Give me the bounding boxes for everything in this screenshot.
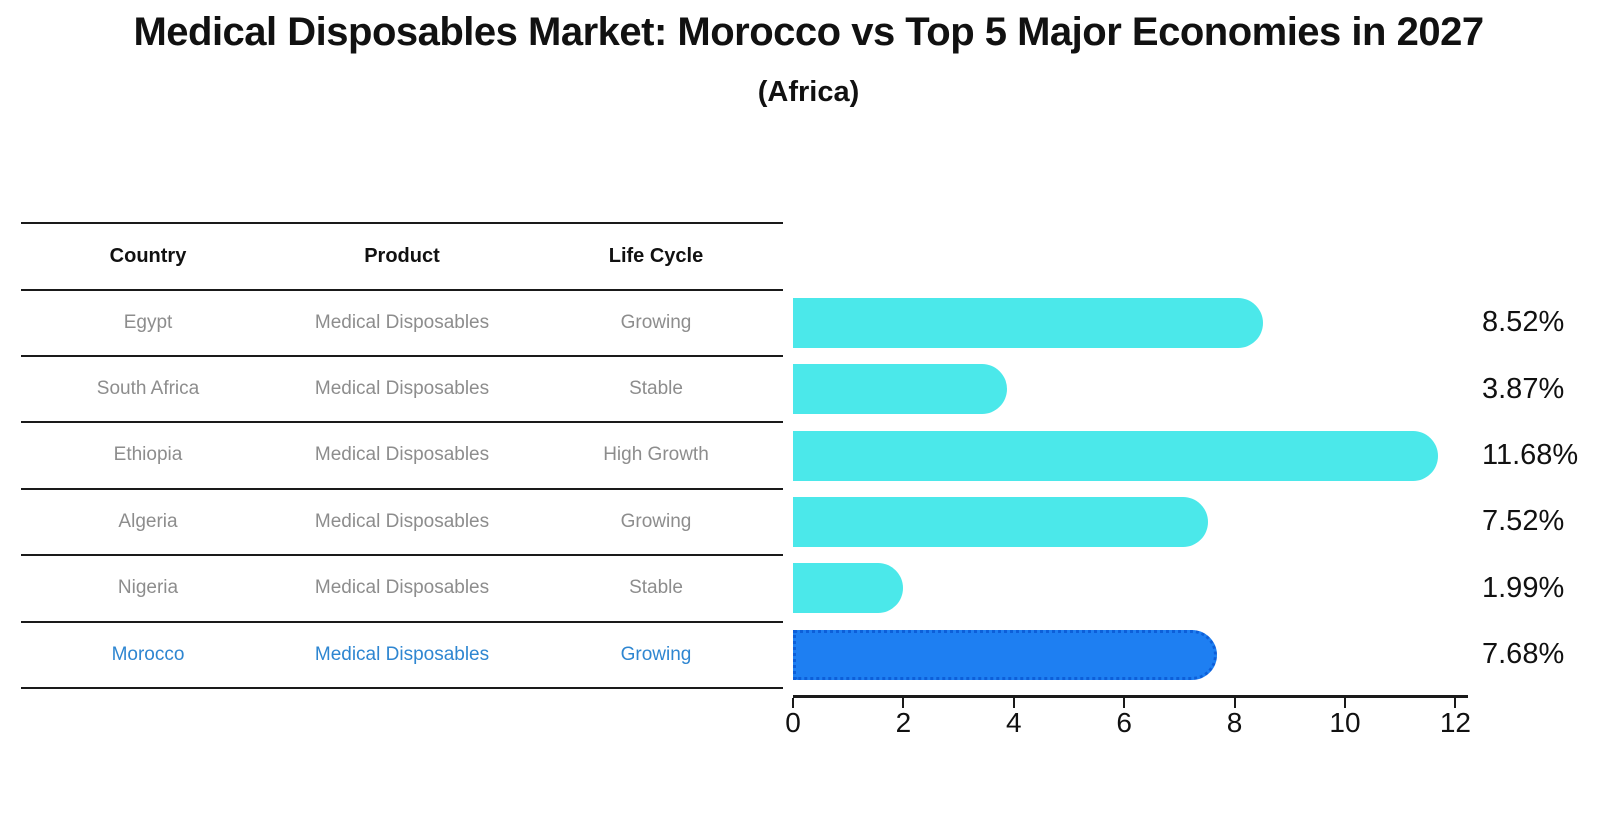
- table-row-divider: [21, 554, 783, 557]
- cell-product: Medical Disposables: [314, 577, 490, 599]
- cell-life-cycle: Growing: [620, 311, 692, 333]
- bar-value-label: 3.87%: [1482, 372, 1565, 405]
- x-axis-tick-label: 6: [1116, 707, 1132, 738]
- table-row-divider: [21, 487, 783, 490]
- x-axis-tick-label: 10: [1329, 707, 1361, 738]
- x-axis-tick-label: 8: [1226, 707, 1243, 738]
- bar-value-label: 11.68%: [1482, 438, 1579, 471]
- table-row-divider: [21, 421, 783, 424]
- table-row: Algeria Medical Disposables Growing: [21, 489, 783, 555]
- table-row: Egypt Medical Disposables Growing: [21, 290, 783, 356]
- table-row: Morocco Medical Disposables Growing: [21, 622, 783, 688]
- cell-product: Medical Disposables: [314, 643, 490, 665]
- cell-life-cycle: Growing: [620, 510, 692, 532]
- cell-life-cycle: Stable: [629, 577, 683, 599]
- x-axis-tick: [1233, 698, 1236, 708]
- x-axis-line: [793, 695, 1468, 698]
- x-axis-tick-label: 4: [1006, 707, 1022, 738]
- cell-country: Egypt: [123, 311, 173, 333]
- table-row-divider: [21, 620, 783, 623]
- cell-country: Morocco: [111, 643, 185, 665]
- col-header-life-cycle: Life Cycle: [608, 244, 704, 267]
- cell-product: Medical Disposables: [314, 311, 490, 333]
- bar-nigeria: [793, 563, 903, 614]
- x-axis-tick: [792, 698, 794, 708]
- table-row-divider: [21, 222, 783, 224]
- table-row-divider: [21, 288, 783, 291]
- cell-product: Medical Disposables: [314, 444, 490, 466]
- x-axis-tick: [1344, 698, 1346, 708]
- cell-product: Medical Disposables: [314, 510, 490, 532]
- x-axis-tick-label: 12: [1439, 707, 1471, 738]
- cell-country: Nigeria: [117, 577, 179, 599]
- bar-value-label: 7.52%: [1482, 505, 1565, 538]
- table-row: Nigeria Medical Disposables Stable: [21, 555, 783, 621]
- col-header-product: Product: [364, 244, 440, 267]
- chart-subtitle: (Africa): [757, 76, 860, 108]
- x-axis-tick: [1454, 698, 1457, 708]
- bar-egypt: [793, 297, 1264, 348]
- bar-ethiopia: [793, 430, 1438, 481]
- cell-product: Medical Disposables: [314, 378, 490, 400]
- col-header-country: Country: [109, 244, 187, 267]
- table-header-row: Country Product Life Cycle: [21, 223, 783, 289]
- table-row-divider: [21, 686, 783, 689]
- cell-country: Ethiopia: [113, 444, 183, 466]
- cell-country: South Africa: [96, 378, 200, 400]
- x-axis-tick: [1123, 698, 1126, 708]
- bar-algeria: [793, 496, 1209, 547]
- bar-morocco: [793, 629, 1217, 680]
- bar-value-label: 7.68%: [1482, 638, 1565, 671]
- bar-value-label: 8.52%: [1482, 306, 1565, 339]
- bar-south-africa: [793, 364, 1007, 415]
- bar-value-label: 1.99%: [1482, 571, 1565, 604]
- cell-life-cycle: Stable: [629, 378, 683, 400]
- cell-country: Algeria: [118, 510, 178, 532]
- table-row-divider: [21, 354, 783, 357]
- cell-life-cycle: Growing: [620, 643, 692, 665]
- table-row: Ethiopia Medical Disposables High Growth: [21, 422, 783, 488]
- x-axis-tick: [902, 698, 905, 708]
- x-axis-tick: [1012, 698, 1015, 708]
- table-row: South Africa Medical Disposables Stable: [21, 356, 783, 422]
- chart-title: Medical Disposables Market: Morocco vs T…: [133, 10, 1484, 54]
- x-axis-tick-label: 0: [785, 707, 801, 738]
- cell-life-cycle: High Growth: [603, 444, 709, 466]
- x-axis-tick-label: 2: [895, 707, 912, 738]
